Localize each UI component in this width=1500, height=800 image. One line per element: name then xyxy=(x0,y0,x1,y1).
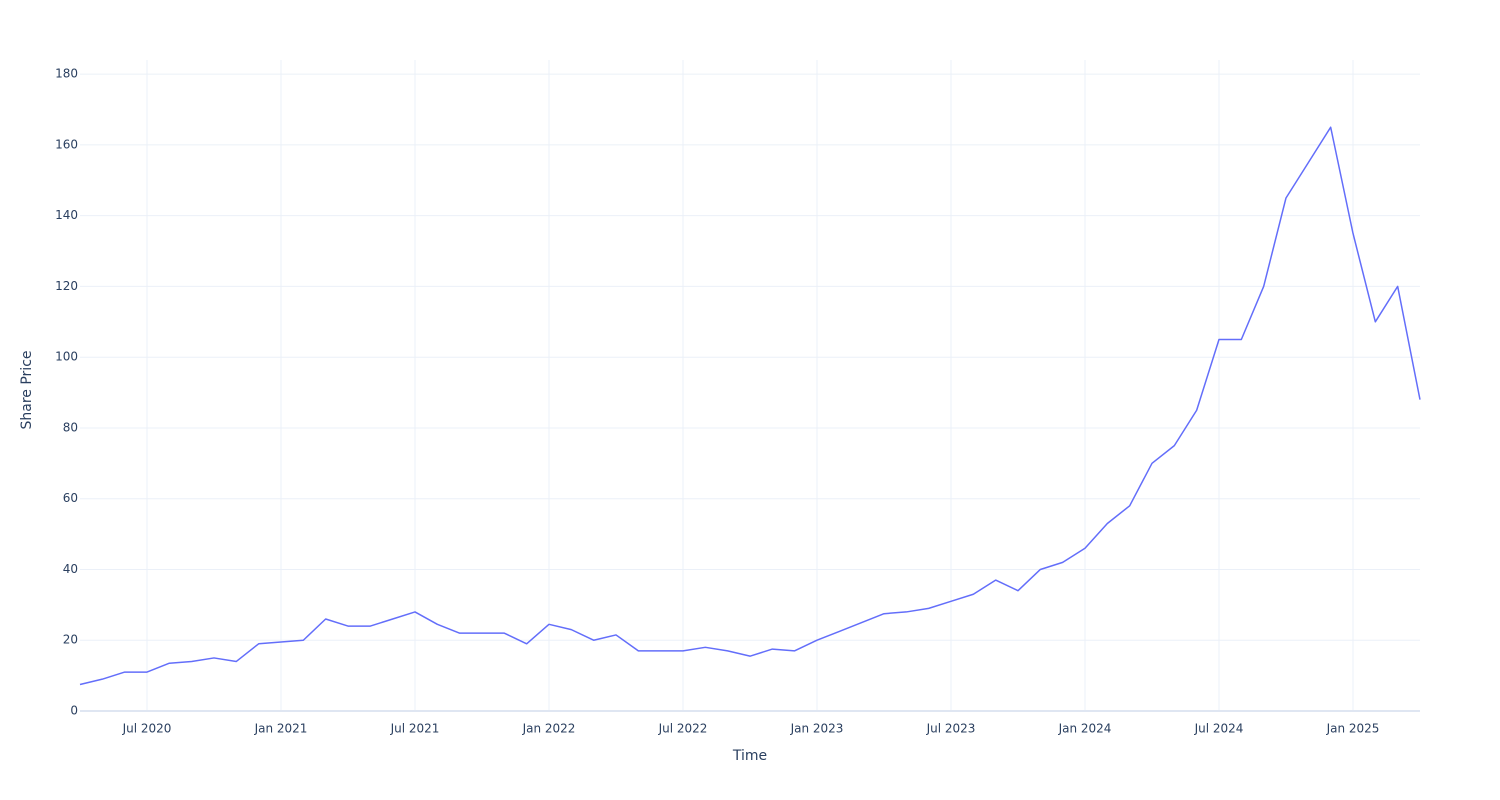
y-tick-label: 80 xyxy=(63,420,78,434)
x-axis-title: Time xyxy=(732,748,767,764)
x-tick-label: Jul 2021 xyxy=(390,722,440,736)
x-tick-label: Jan 2025 xyxy=(1326,722,1380,736)
x-tick-label: Jul 2020 xyxy=(122,722,172,736)
y-tick-label: 100 xyxy=(55,350,78,364)
y-axis-title: Share Price xyxy=(19,350,35,429)
y-tick-label: 140 xyxy=(55,208,78,222)
y-tick-label: 120 xyxy=(55,279,78,293)
x-tick-label: Jul 2022 xyxy=(658,722,708,736)
x-tick-label: Jan 2021 xyxy=(254,722,308,736)
price-line xyxy=(79,126,1421,686)
y-tick-label: 60 xyxy=(63,491,78,505)
x-tick-label: Jan 2024 xyxy=(1058,722,1112,736)
y-tick-label: 180 xyxy=(55,67,78,81)
x-tick-label: Jan 2023 xyxy=(790,722,844,736)
x-tick-label: Jul 2024 xyxy=(1194,722,1244,736)
y-tick-label: 0 xyxy=(70,704,78,718)
y-tick-label: 40 xyxy=(63,562,78,576)
x-tick-label: Jul 2023 xyxy=(926,722,976,736)
y-tick-label: 20 xyxy=(63,633,78,647)
y-tick-label: 160 xyxy=(55,137,78,151)
x-tick-label: Jan 2022 xyxy=(522,722,576,736)
